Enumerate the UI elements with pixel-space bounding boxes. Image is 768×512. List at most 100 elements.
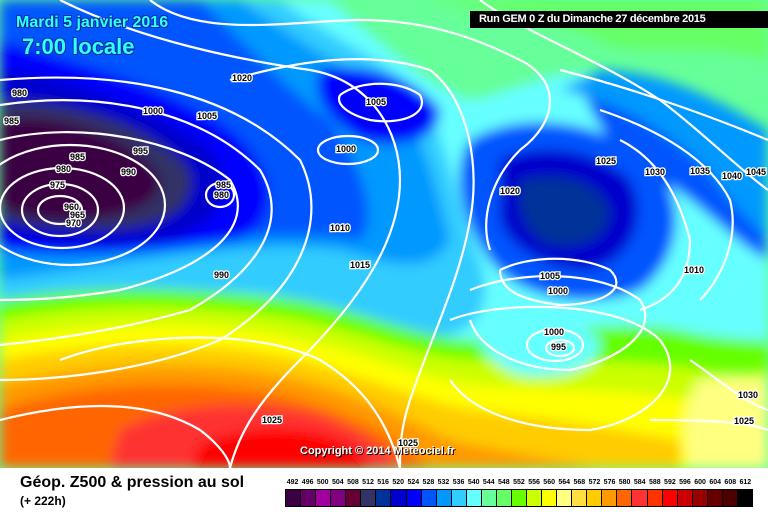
legend-value: 564 (558, 479, 571, 486)
pressure-label: 970 (66, 218, 81, 228)
pressure-label: 1010 (684, 265, 704, 275)
legend-swatch (632, 490, 648, 506)
copyright: Copyright © 2014 Meteociel.fr (300, 445, 455, 457)
pressure-label: 1005 (366, 97, 386, 107)
pressure-label: 1035 (690, 166, 710, 176)
legend-value: 516 (377, 479, 389, 486)
legend-labels: 492 496 500 504 508 512 516 520 524 528 532 536 540 5… (285, 479, 753, 489)
legend-value: 572 (588, 479, 601, 486)
legend-value: 520 (392, 479, 405, 486)
pressure-label: 1020 (500, 186, 520, 196)
legend-bar (285, 489, 753, 507)
legend-value: 576 (603, 479, 616, 486)
pressure-label: 1000 (143, 106, 163, 116)
pressure-label: 980 (56, 164, 71, 174)
legend-swatch (406, 490, 422, 506)
legend-value: 496 (301, 479, 314, 486)
pressure-label: 1020 (232, 73, 252, 83)
legend-value: 560 (543, 479, 555, 486)
legend-swatch (677, 490, 693, 506)
legend-value: 584 (633, 479, 646, 486)
legend-value: 524 (407, 479, 420, 486)
legend-swatch (301, 490, 317, 506)
legend-swatch (331, 490, 347, 506)
legend-swatch (436, 490, 452, 506)
legend-value: 592 (664, 479, 676, 486)
legend-value: 604 (709, 479, 722, 486)
pressure-label: 1015 (350, 260, 370, 270)
legend-swatch (647, 490, 663, 506)
legend-swatch (511, 490, 527, 506)
map-title: Géop. Z500 & pression au sol (20, 474, 245, 491)
legend-value: 556 (528, 479, 540, 486)
legend-value: 552 (513, 479, 525, 486)
pressure-label: 1030 (738, 390, 758, 400)
legend-swatch (481, 490, 497, 506)
legend-value: 548 (498, 479, 510, 486)
legend-swatch (466, 490, 482, 506)
legend-swatch (572, 490, 588, 506)
pressure-label: 1025 (596, 156, 616, 166)
pressure-label: 980 (214, 190, 229, 200)
pressure-label: 1025 (734, 416, 754, 426)
legend-swatch (722, 490, 738, 506)
legend-swatch (662, 490, 678, 506)
forecast-time: 7:00 locale (22, 34, 135, 59)
forecast-date: Mardi 5 janvier 2016 (16, 14, 169, 31)
legend-value: 508 (347, 479, 359, 486)
legend-swatch (346, 490, 362, 506)
pressure-label: 990 (121, 167, 136, 177)
legend-swatch (542, 490, 558, 506)
legend-swatch (707, 490, 723, 506)
legend-swatch (421, 490, 437, 506)
pressure-label: 1030 (645, 167, 665, 177)
legend-swatch (692, 490, 708, 506)
pressure-label: 1005 (197, 111, 217, 121)
legend-swatch (737, 490, 752, 506)
legend-value: 568 (573, 479, 586, 486)
color-legend: 492 496 500 504 508 512 516 520 524 528 532 536 540 5… (285, 479, 753, 507)
legend-swatch (496, 490, 512, 506)
legend-swatch (286, 490, 302, 506)
pressure-label: 985 (216, 180, 231, 190)
legend-swatch (527, 490, 543, 506)
legend-swatch (617, 490, 633, 506)
pressure-label: 1010 (330, 223, 350, 233)
legend-value: 600 (694, 479, 706, 486)
pressure-label: 1000 (544, 327, 564, 337)
legend-swatch (376, 490, 392, 506)
legend-value: 612 (739, 479, 752, 486)
pressure-label: 995 (551, 342, 566, 352)
pressure-label: 995 (133, 146, 148, 156)
pressure-label: 1045 (746, 167, 766, 177)
geopotential-field: 980 985 1000 1005 1020 1005 1000 995 990… (0, 0, 768, 468)
pressure-label: 1025 (398, 438, 418, 448)
legend-value: 492 (286, 479, 299, 486)
legend-value: 528 (422, 479, 435, 486)
legend-swatch (587, 490, 603, 506)
pressure-label: 1000 (336, 144, 356, 154)
pressure-label: 990 (214, 270, 229, 280)
legend-value: 588 (648, 479, 661, 486)
legend-value: 500 (316, 479, 329, 486)
legend-value: 580 (618, 479, 631, 486)
legend-value: 532 (437, 479, 450, 486)
legend-swatch (361, 490, 377, 506)
pressure-label: 965 (70, 210, 85, 220)
pressure-label: 1025 (262, 415, 282, 425)
pressure-label: 980 (12, 88, 27, 98)
legend-value: 536 (452, 479, 465, 486)
legend-value: 512 (362, 479, 374, 486)
pressure-labels: 980 985 1000 1005 1020 1005 1000 995 990… (3, 72, 768, 450)
weather-map: 980 985 1000 1005 1020 1005 1000 995 990… (0, 0, 768, 468)
pressure-label: 960 (64, 202, 79, 212)
forecast-hour: (+ 222h) (20, 494, 66, 508)
legend-swatch (391, 490, 407, 506)
legend-swatch (602, 490, 618, 506)
pressure-label: 1040 (722, 171, 742, 181)
legend-swatch (557, 490, 573, 506)
legend-value: 540 (467, 479, 480, 486)
legend-value: 544 (482, 479, 495, 486)
legend-value: 504 (331, 479, 344, 486)
pressure-label: 1000 (548, 286, 568, 296)
